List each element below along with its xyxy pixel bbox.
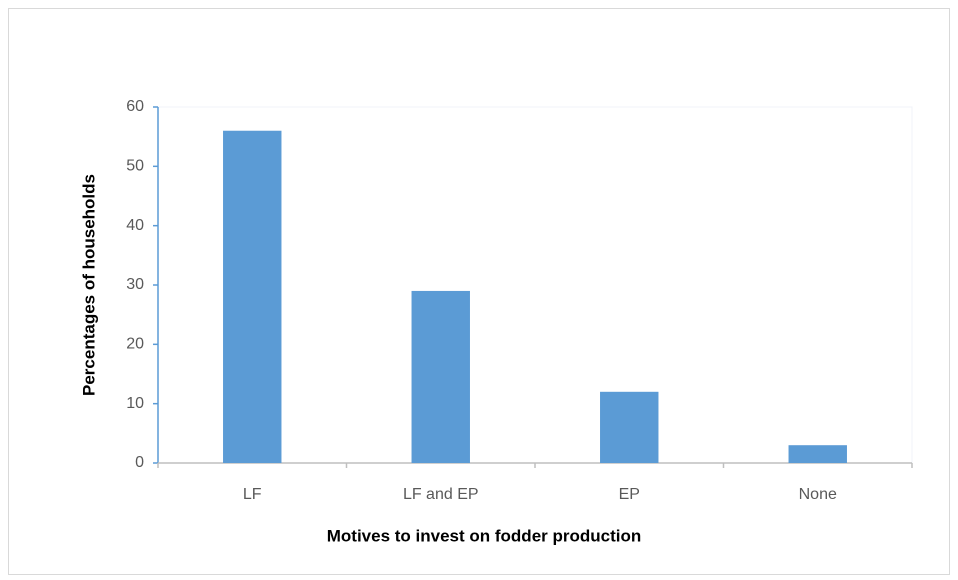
bar bbox=[600, 391, 659, 463]
x-tick-label: None bbox=[799, 486, 837, 503]
x-tick-label: EP bbox=[619, 486, 640, 503]
bar bbox=[411, 290, 470, 463]
x-tick-label: LF and EP bbox=[403, 486, 479, 503]
y-tick-label: 10 bbox=[126, 395, 144, 412]
y-tick-label: 60 bbox=[126, 98, 144, 115]
x-tick-label: LF bbox=[243, 486, 262, 503]
bar bbox=[788, 445, 847, 463]
y-tick-label: 20 bbox=[126, 336, 144, 353]
y-tick-label: 50 bbox=[126, 158, 144, 175]
y-tick-label: 0 bbox=[135, 454, 144, 471]
y-axis-title: Percentages of households bbox=[79, 174, 98, 396]
y-tick-label: 30 bbox=[126, 276, 144, 293]
bar bbox=[223, 130, 282, 463]
x-axis-title: Motives to invest on fodder production bbox=[327, 526, 642, 545]
chart-border bbox=[8, 8, 950, 575]
y-tick-label: 40 bbox=[126, 217, 144, 234]
